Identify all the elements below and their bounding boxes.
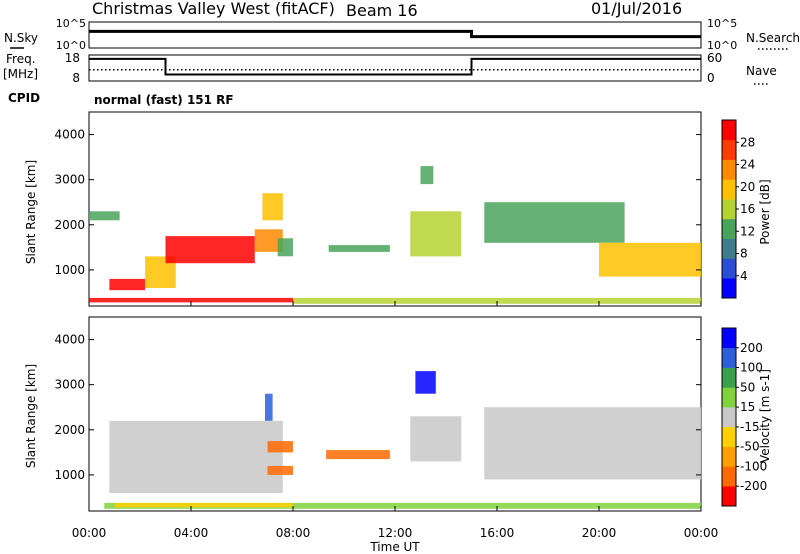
frequency-panel: 18 8 60 0	[65, 51, 723, 85]
noise-right-tick-top: 10^5	[707, 17, 737, 30]
x-axis-label: Time UT	[369, 540, 420, 554]
x-tick-label: 04:00	[174, 526, 209, 540]
velocity-colorbar-segment	[722, 368, 736, 388]
power-colorbar-tick-label: 20	[740, 180, 755, 194]
power-ylabel: Slant Range [km]	[24, 160, 38, 264]
velocity-colorbar-tick-label: 50	[740, 380, 755, 394]
nave-label: Nave	[746, 64, 777, 78]
velocity-echo-region	[415, 371, 435, 394]
velocity-colorbar-tick-label: 200	[740, 341, 763, 355]
power-colorbar-label: Power [dB]	[758, 179, 772, 244]
velocity-echo-region	[115, 503, 294, 508]
velocity-echo-region	[109, 421, 282, 493]
power-colorbar-segment	[722, 258, 736, 278]
x-tick-label: 20:00	[582, 526, 617, 540]
velocity-echo-region	[410, 416, 461, 461]
power-colorbar-segment	[722, 140, 736, 160]
nsky-label: N.Sky	[4, 31, 38, 45]
nsearch-label: N.Search	[746, 31, 800, 45]
x-tick-label: 00:00	[72, 526, 107, 540]
power-colorbar-segment	[722, 219, 736, 239]
power-ytick-label: 1000	[54, 263, 85, 277]
power-colorbar-tick-label: 8	[740, 247, 748, 261]
velocity-colorbar-tick-label: 15	[740, 400, 755, 414]
power-echo-region	[329, 245, 390, 252]
power-colorbar-segment	[722, 160, 736, 180]
x-tick-label: 00:00	[684, 526, 719, 540]
power-echo-region	[599, 243, 701, 277]
power-colorbar-tick-label: 12	[740, 224, 755, 238]
freq-right-tick-bottom: 0	[707, 71, 715, 85]
velocity-ytick-label: 4000	[54, 333, 85, 347]
power-echo-region	[421, 166, 434, 184]
power-colorbar-segment	[722, 179, 736, 199]
power-panel: 4000 3000 2000 1000 Slant Range [km] 28 24 20…	[24, 112, 772, 306]
cpid-text: normal (fast) 151 RF	[94, 93, 234, 107]
power-colorbar-tick-label: 4	[740, 269, 748, 283]
freq-unit-label: [MHz]	[3, 67, 38, 81]
x-tick-label: 16:00	[480, 526, 515, 540]
noise-panel: 10^5 10^0 10^5 10^0	[56, 17, 737, 52]
freq-label: Freq.	[6, 52, 36, 66]
power-ytick-label: 4000	[54, 128, 85, 142]
velocity-colorbar-segment	[722, 348, 736, 368]
power-echo-region	[262, 193, 282, 220]
velocity-colorbar-tick-label: -200	[740, 479, 767, 493]
power-echo-region	[89, 211, 120, 220]
power-colorbar-segment	[722, 199, 736, 219]
power-echo-region	[109, 279, 145, 290]
velocity-ytick-label: 2000	[54, 423, 85, 437]
power-colorbar-tick-label: 24	[740, 158, 755, 172]
power-ytick-label: 2000	[54, 218, 85, 232]
noise-panel-frame	[89, 22, 701, 48]
velocity-colorbar-segment	[722, 328, 736, 348]
velocity-colorbar-tick-label: -15	[740, 420, 760, 434]
velocity-echo-region	[268, 466, 294, 475]
velocity-ytick-label: 1000	[54, 468, 85, 482]
velocity-echo-region	[326, 450, 390, 459]
power-ytick-label: 3000	[54, 173, 85, 187]
velocity-colorbar-segment	[722, 486, 736, 506]
freq-right-tick-top: 60	[707, 51, 722, 65]
power-echo-region	[484, 202, 624, 243]
x-tick-label: 12:00	[378, 526, 413, 540]
power-echo-region	[278, 238, 293, 256]
beam-label: Beam 16	[346, 1, 418, 20]
velocity-colorbar-segment	[722, 407, 736, 427]
velocity-echo-region	[484, 407, 701, 479]
power-echo-region	[410, 211, 461, 256]
velocity-panel: 4000 3000 2000 1000 Slant Range [km] 200 100…	[24, 301, 772, 554]
velocity-colorbar-segment	[722, 387, 736, 407]
freq-left-tick-top: 18	[65, 51, 80, 65]
velocity-colorbar-segment	[722, 427, 736, 447]
velocity-ytick-label: 3000	[54, 378, 85, 392]
velocity-colorbar-segment	[722, 447, 736, 467]
radar-summary-plot: Christmas Valley West (fitACF) Beam 16 0…	[0, 0, 800, 554]
cpid-label: CPID	[8, 91, 40, 105]
velocity-colorbar-label: Velocity [m s-1]	[758, 369, 772, 463]
power-colorbar-segment	[722, 239, 736, 259]
velocity-colorbar-tick-label: -50	[740, 440, 760, 454]
velocity-echo-region	[265, 394, 273, 421]
power-colorbar-tick-label: 16	[740, 202, 755, 216]
velocity-echo-region	[268, 441, 294, 452]
power-colorbar-segment	[722, 278, 736, 298]
x-tick-label: 08:00	[276, 526, 311, 540]
velocity-colorbar-segment	[722, 466, 736, 486]
station-title: Christmas Valley West (fitACF)	[92, 0, 335, 18]
freq-left-tick-bottom: 8	[72, 71, 80, 85]
date-label: 01/Jul/2016	[591, 0, 682, 18]
power-colorbar-segment	[722, 120, 736, 140]
velocity-ylabel: Slant Range [km]	[24, 364, 38, 468]
power-echo-region	[166, 236, 255, 263]
power-colorbar-tick-label: 28	[740, 135, 755, 149]
noise-left-tick-top: 10^5	[56, 17, 86, 30]
